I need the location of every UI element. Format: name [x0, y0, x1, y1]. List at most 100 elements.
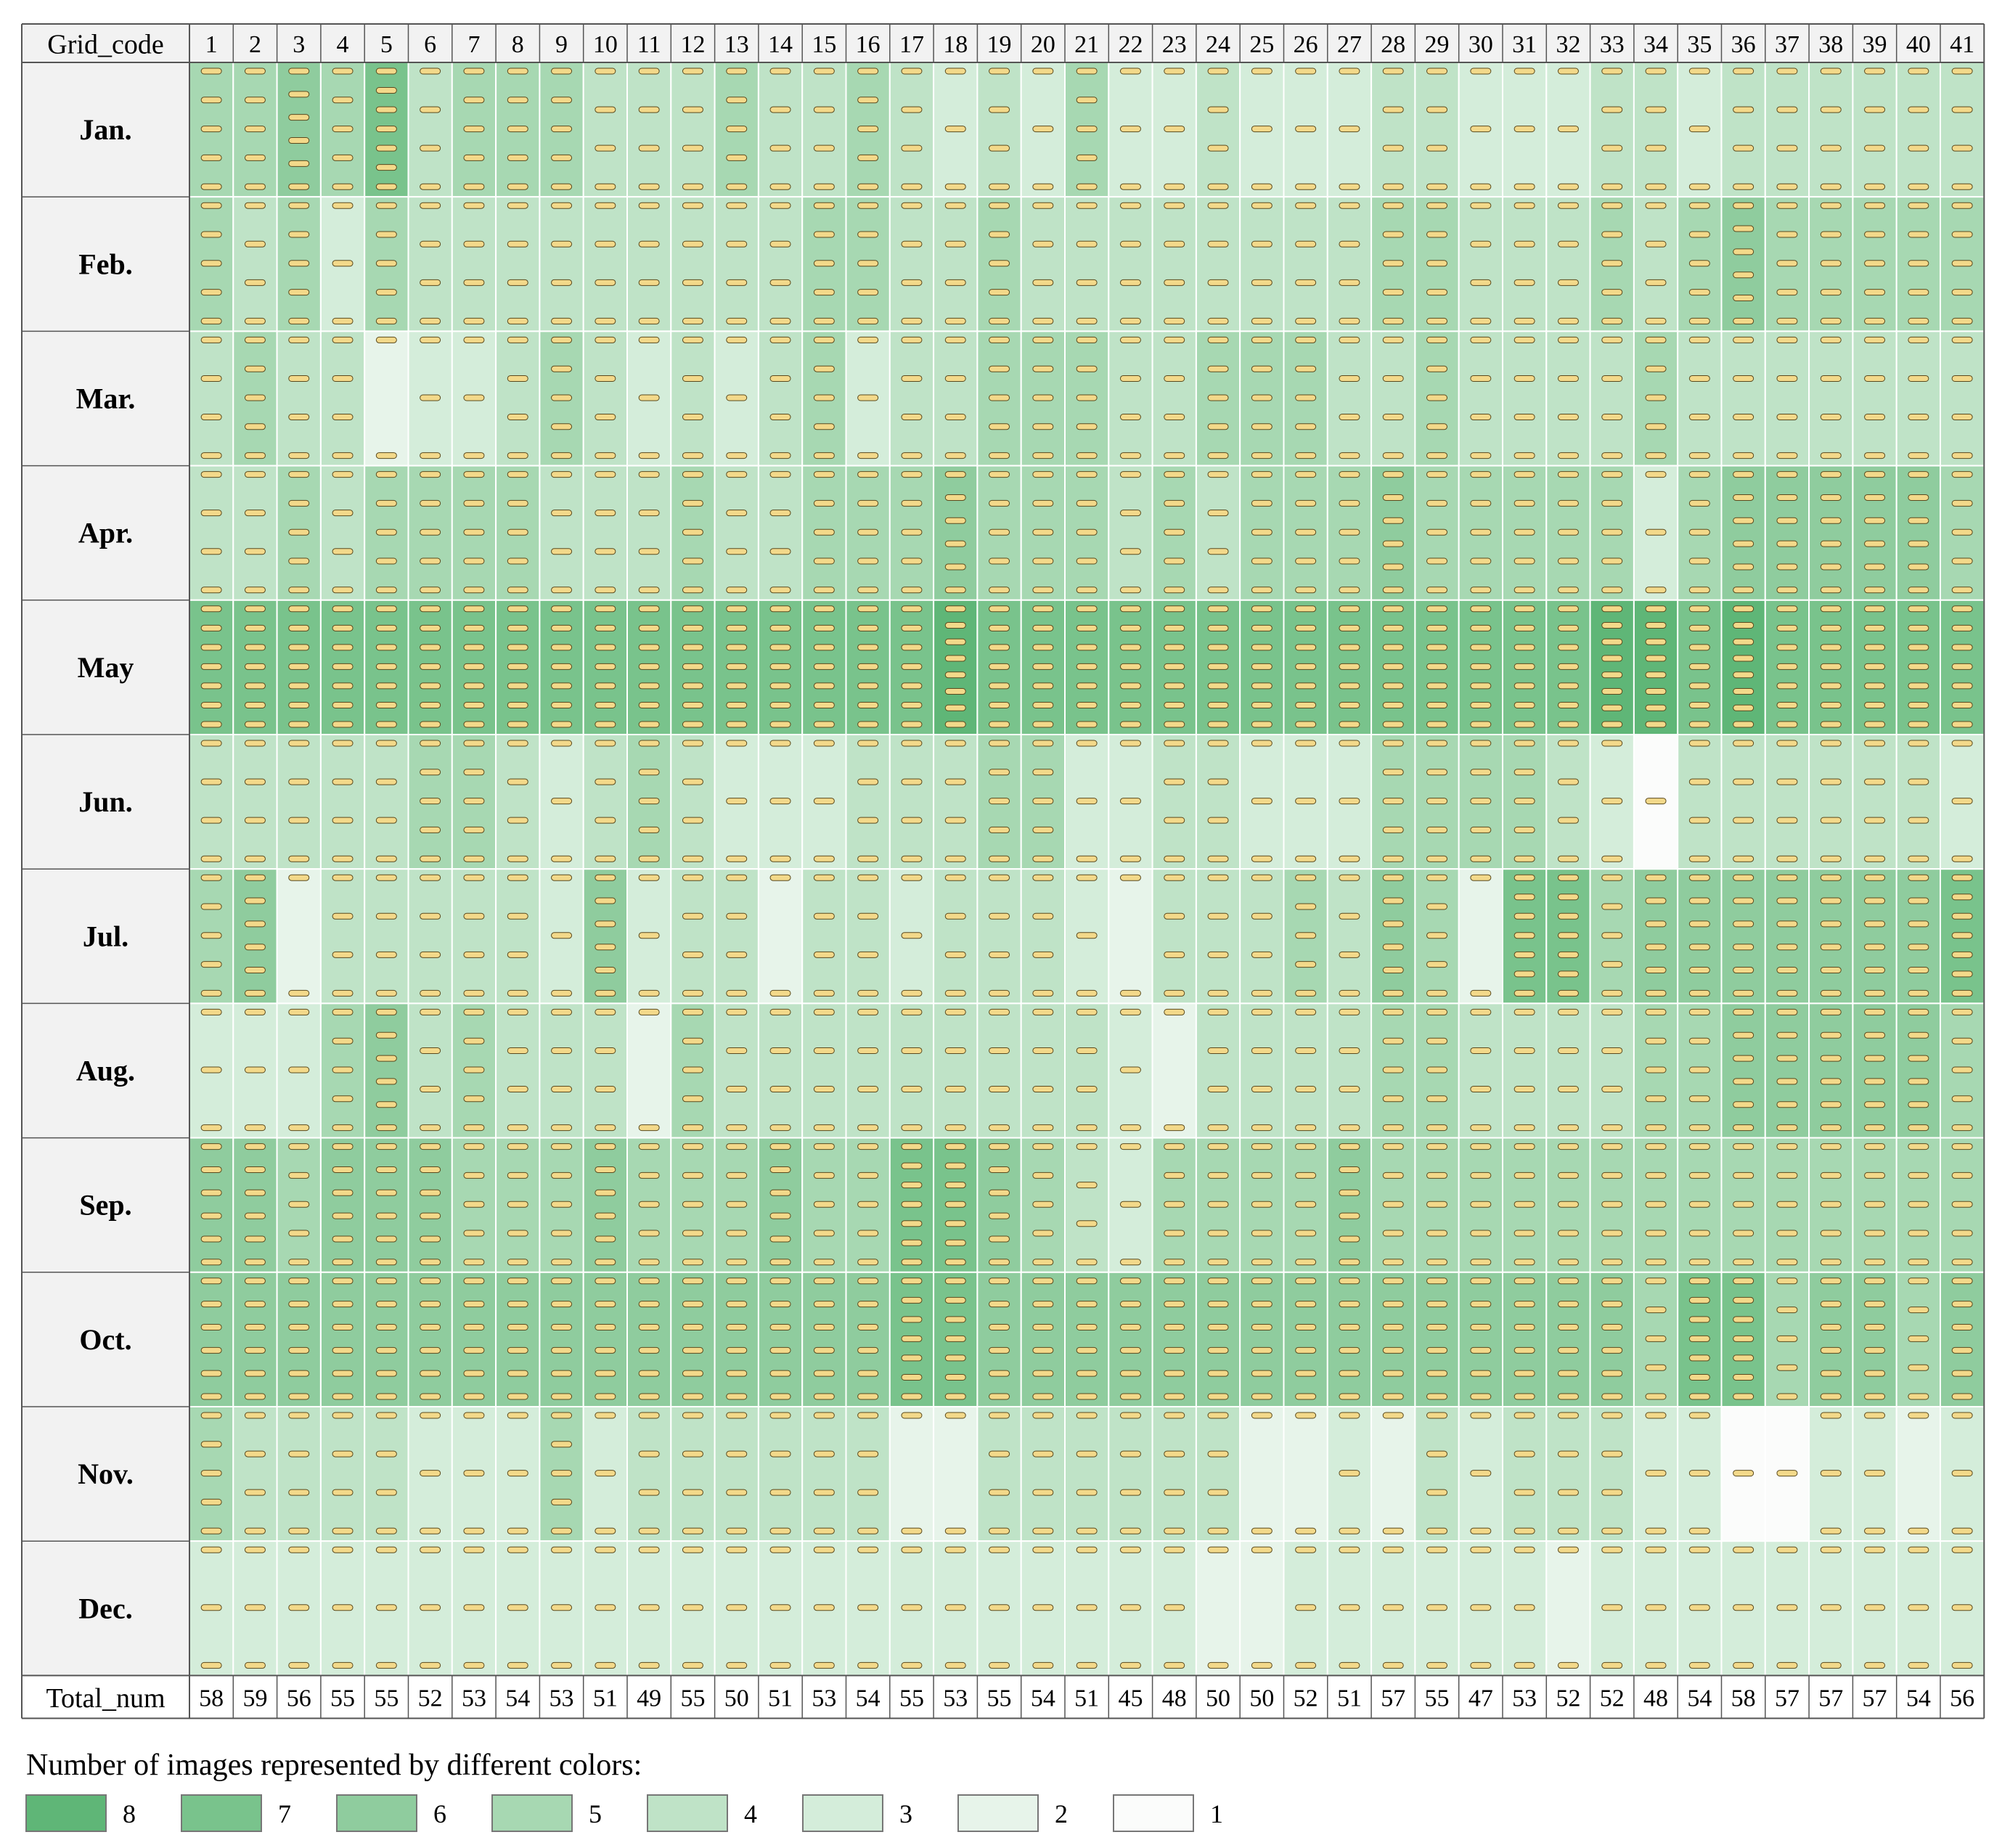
image-marker	[1426, 855, 1448, 862]
image-marker	[595, 1346, 616, 1354]
image-marker	[989, 1235, 1010, 1243]
image-marker	[1470, 682, 1492, 690]
image-marker	[1557, 1301, 1579, 1308]
image-marker	[1733, 271, 1754, 279]
image-marker	[1601, 798, 1623, 805]
image-marker	[857, 778, 879, 785]
image-marker	[1295, 798, 1317, 805]
image-marker	[1426, 1323, 1448, 1330]
image-marker	[420, 1047, 441, 1054]
image-marker	[420, 1546, 441, 1553]
image-marker	[551, 701, 573, 708]
image-marker	[989, 528, 1010, 536]
total-value: 58	[199, 1685, 224, 1712]
image-marker	[1295, 1661, 1317, 1669]
image-marker	[1951, 1172, 1973, 1179]
image-marker	[1557, 1277, 1579, 1285]
image-marker	[1733, 1335, 1754, 1342]
image-marker	[1426, 557, 1448, 565]
image-marker	[989, 989, 1010, 997]
image-marker	[944, 586, 966, 594]
image-marker	[420, 528, 441, 536]
image-marker	[200, 1259, 222, 1266]
image-marker	[375, 1124, 397, 1132]
image-marker	[1733, 563, 1754, 571]
image-marker	[857, 183, 879, 190]
image-marker	[244, 855, 266, 862]
image-marker	[1820, 701, 1842, 708]
image-marker	[1688, 644, 1710, 651]
image-marker	[420, 1277, 441, 1285]
heat-cell	[582, 1271, 629, 1408]
image-marker	[1295, 855, 1317, 862]
image-marker	[1557, 202, 1579, 209]
image-marker	[375, 557, 397, 565]
image-marker	[420, 1008, 441, 1015]
image-marker	[1251, 1546, 1272, 1553]
image-marker	[901, 68, 923, 75]
image-marker	[332, 1212, 354, 1219]
image-marker	[288, 1661, 310, 1669]
heat-cell	[976, 1137, 1022, 1273]
image-marker	[1119, 1450, 1141, 1457]
heat-cell	[1895, 868, 1941, 1005]
image-marker	[1513, 1527, 1535, 1534]
image-marker	[769, 336, 791, 343]
image-marker	[944, 622, 966, 629]
image-marker	[1601, 452, 1623, 459]
image-marker	[682, 855, 703, 862]
image-marker	[332, 624, 354, 631]
image-marker	[551, 68, 573, 75]
image-marker	[420, 68, 441, 75]
heat-cell	[714, 1406, 759, 1542]
image-marker	[595, 624, 616, 631]
image-marker	[420, 1086, 441, 1093]
image-marker	[1776, 289, 1798, 296]
image-marker	[1382, 68, 1404, 75]
image-marker	[813, 1489, 835, 1496]
image-marker	[1820, 1201, 1842, 1208]
image-marker	[332, 682, 354, 690]
image-marker	[551, 1201, 573, 1208]
image-marker	[638, 1301, 660, 1308]
image-marker	[463, 1008, 485, 1015]
image-marker	[1426, 1489, 1448, 1496]
image-marker	[1164, 644, 1185, 651]
image-marker	[1820, 1393, 1842, 1400]
image-marker	[1251, 1230, 1272, 1237]
image-marker	[1908, 624, 1929, 631]
image-marker	[1251, 721, 1272, 728]
image-marker	[1426, 202, 1448, 209]
image-marker	[1864, 1143, 1886, 1150]
image-marker	[638, 1604, 660, 1611]
heat-cell	[1720, 465, 1766, 601]
image-marker	[463, 1412, 485, 1419]
image-marker	[726, 1370, 748, 1377]
image-marker	[682, 1604, 703, 1611]
image-marker	[1032, 202, 1054, 209]
image-marker	[1513, 183, 1535, 190]
image-marker	[1688, 414, 1710, 421]
image-marker	[769, 510, 791, 517]
total-value: 58	[1731, 1685, 1756, 1712]
image-marker	[288, 1066, 310, 1074]
image-marker	[682, 183, 703, 190]
image-marker	[200, 817, 222, 824]
image-marker	[375, 289, 397, 296]
image-marker	[507, 682, 528, 690]
image-marker	[1820, 202, 1842, 209]
image-marker	[1339, 1470, 1360, 1477]
image-marker	[1908, 375, 1929, 382]
image-marker	[332, 68, 354, 75]
heat-cell	[539, 1002, 584, 1139]
image-marker	[1339, 663, 1360, 670]
image-marker	[682, 1412, 703, 1419]
image-marker	[1820, 68, 1842, 75]
image-marker	[1032, 605, 1054, 613]
image-marker	[1733, 494, 1754, 501]
image-marker	[551, 874, 573, 881]
image-marker	[989, 1661, 1010, 1669]
image-marker	[507, 1230, 528, 1237]
image-marker	[1733, 704, 1754, 711]
image-marker	[463, 989, 485, 997]
